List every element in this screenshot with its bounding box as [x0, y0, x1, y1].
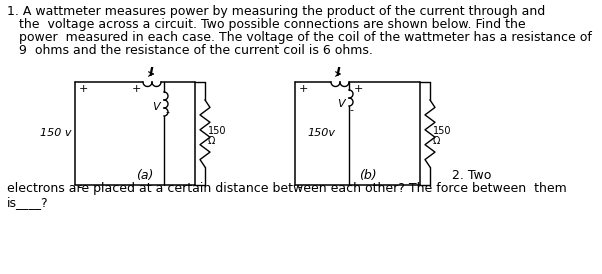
Text: 1. A wattmeter measures power by measuring the product of the current through an: 1. A wattmeter measures power by measuri… [7, 5, 545, 18]
Text: -: - [78, 181, 82, 194]
Text: +: + [131, 84, 141, 94]
Text: I: I [336, 66, 340, 79]
Text: +: + [353, 84, 362, 94]
Text: (b): (b) [359, 169, 376, 182]
Text: 150: 150 [433, 125, 452, 136]
Text: -: - [298, 181, 302, 194]
Text: electrons are placed at a certain distance between each other? The force between: electrons are placed at a certain distan… [7, 182, 566, 195]
Text: -: - [349, 105, 353, 115]
Text: is____?: is____? [7, 196, 49, 209]
Text: (a): (a) [136, 169, 154, 182]
Text: Ω: Ω [433, 136, 441, 145]
Text: 9  ohms and the resistance of the current coil is 6 ohms.: 9 ohms and the resistance of the current… [7, 44, 373, 57]
Text: +: + [299, 84, 308, 94]
Text: the  voltage across a circuit. Two possible connections are shown below. Find th: the voltage across a circuit. Two possib… [7, 18, 526, 31]
Text: V: V [337, 99, 345, 109]
Text: +: + [78, 84, 88, 94]
Text: 150v: 150v [307, 129, 335, 138]
Text: -: - [165, 107, 169, 117]
Text: V: V [152, 102, 160, 112]
Text: 150 v: 150 v [40, 129, 72, 138]
Text: 150: 150 [208, 125, 226, 136]
Text: I: I [149, 66, 154, 79]
Text: power  measured in each case. The voltage of the coil of the wattmeter has a res: power measured in each case. The voltage… [7, 31, 592, 44]
Text: 2. Two: 2. Two [452, 169, 491, 182]
Text: Ω: Ω [208, 136, 216, 145]
